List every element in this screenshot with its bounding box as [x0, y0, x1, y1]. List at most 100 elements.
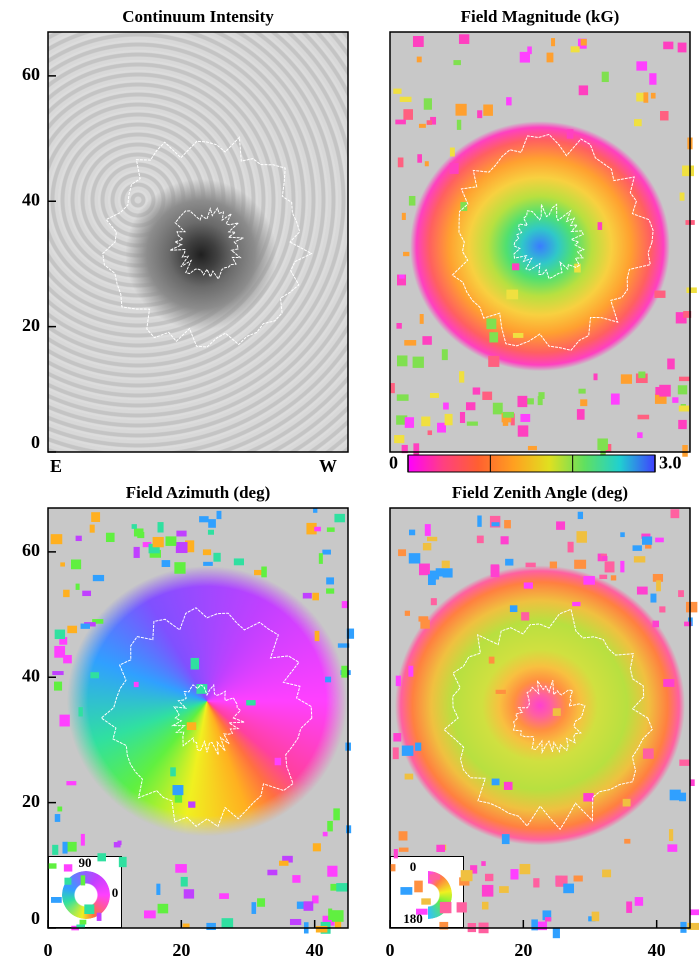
x-tick-label: 0: [44, 940, 53, 960]
pixel-patch: [436, 844, 446, 852]
pixel-patch: [679, 759, 690, 766]
pixel-patch: [346, 628, 355, 639]
pixel-patch: [412, 36, 424, 47]
pixel-patch: [54, 814, 61, 822]
pixel-patch: [80, 833, 85, 846]
pixel-patch: [489, 515, 501, 528]
pixel-patch: [527, 46, 532, 55]
pixel-patch: [682, 165, 695, 177]
pixel-patch: [296, 901, 307, 909]
pixel-patch: [441, 560, 450, 569]
pixel-patch: [591, 911, 600, 922]
contour: [443, 608, 653, 831]
pixel-patch: [394, 435, 405, 444]
pixel-patch: [404, 773, 414, 780]
pixel-patch: [687, 922, 699, 930]
pixel-patch: [521, 612, 530, 621]
y-tick-label: 20: [22, 791, 40, 811]
pixel-patch: [429, 874, 440, 880]
pixel-patch: [580, 399, 588, 407]
panel-title: Continuum Intensity: [122, 7, 274, 26]
pixel-patch: [66, 781, 77, 786]
pixel-patch: [453, 60, 461, 66]
pixel-patch: [75, 535, 82, 542]
x-tick-label: 40: [648, 940, 666, 960]
contour: [169, 206, 244, 281]
pixel-patch: [188, 801, 196, 808]
pixel-patch: [633, 556, 646, 563]
pixel-patch: [398, 831, 408, 841]
pixel-patch: [637, 414, 650, 420]
pixel-patch: [437, 422, 446, 433]
pixel-patch: [520, 413, 531, 422]
panel: Field Azimuth (deg) 0 20 40 60 0 20 40 90 0: [22, 483, 355, 960]
contour: [512, 680, 586, 755]
pixel-patch: [439, 921, 449, 930]
pixel-patch: [499, 886, 509, 893]
pixel-patch: [486, 318, 497, 330]
pixel-patch: [551, 38, 556, 47]
pixel-patch: [679, 792, 687, 802]
pixel-patch: [66, 841, 77, 852]
pixel-patch: [397, 274, 407, 286]
pixel-patch: [523, 582, 533, 589]
pixel-patch: [63, 654, 72, 664]
pixel-patch: [519, 863, 531, 875]
pixel-patch: [689, 909, 699, 916]
pixel-patch: [408, 195, 416, 206]
pixel-patch: [59, 637, 68, 645]
pixel-patch: [583, 576, 595, 585]
pixel-patch: [659, 606, 666, 613]
pixel-patch: [182, 923, 190, 928]
pixel-patch: [601, 71, 609, 83]
pixel-patch: [670, 509, 680, 519]
pixel-patch: [399, 96, 412, 102]
y-tick-label: 20: [22, 315, 40, 335]
pixel-patch: [667, 358, 675, 370]
pixel-patch: [322, 915, 335, 926]
pixel-patch: [555, 875, 568, 887]
pixel-patch: [67, 625, 78, 634]
pixel-patch: [476, 535, 484, 544]
pixel-patch: [282, 855, 293, 863]
pixel-patch: [490, 565, 500, 578]
pixel-patch: [424, 161, 429, 167]
pixel-patch: [501, 834, 510, 845]
pixel-patch: [549, 561, 558, 569]
pixel-patch: [172, 785, 184, 796]
pixel-patch: [92, 574, 105, 582]
pixel-patch: [460, 870, 473, 882]
pixel-patch: [455, 103, 467, 116]
pixel-patch: [327, 820, 333, 832]
pixel-patch: [420, 619, 430, 629]
pixel-patch: [636, 586, 648, 595]
pixel-patch: [449, 162, 459, 174]
pixel-patch: [422, 542, 432, 551]
pixel-patch: [525, 562, 536, 568]
pixel-patch: [567, 541, 574, 553]
pixel-patch: [80, 875, 86, 886]
pixel-patch: [443, 402, 449, 410]
pixel-patch: [622, 798, 631, 807]
pixel-patch: [397, 157, 404, 168]
pixel-patch: [685, 601, 698, 613]
pixel-patch: [322, 549, 331, 555]
pixel-patch: [52, 671, 64, 676]
panel: Continuum Intensity 0 20 40 60 E W: [22, 7, 349, 476]
pixel-patch: [488, 355, 500, 367]
pixel-patch: [535, 921, 548, 931]
pixel-patch: [634, 119, 642, 127]
pixel-patch: [233, 558, 245, 566]
pixel-patch: [636, 92, 644, 102]
pixel-patch: [583, 793, 594, 802]
pixel-patch: [495, 689, 506, 694]
pixel-patch: [677, 385, 688, 395]
inset-label: 0: [112, 885, 119, 900]
pixel-patch: [663, 679, 675, 687]
pixel-patch: [686, 287, 697, 293]
pixel-patch: [91, 512, 101, 522]
pixel-patch: [444, 413, 453, 426]
pixel-patch: [314, 630, 320, 642]
pixel-patch: [570, 46, 580, 53]
